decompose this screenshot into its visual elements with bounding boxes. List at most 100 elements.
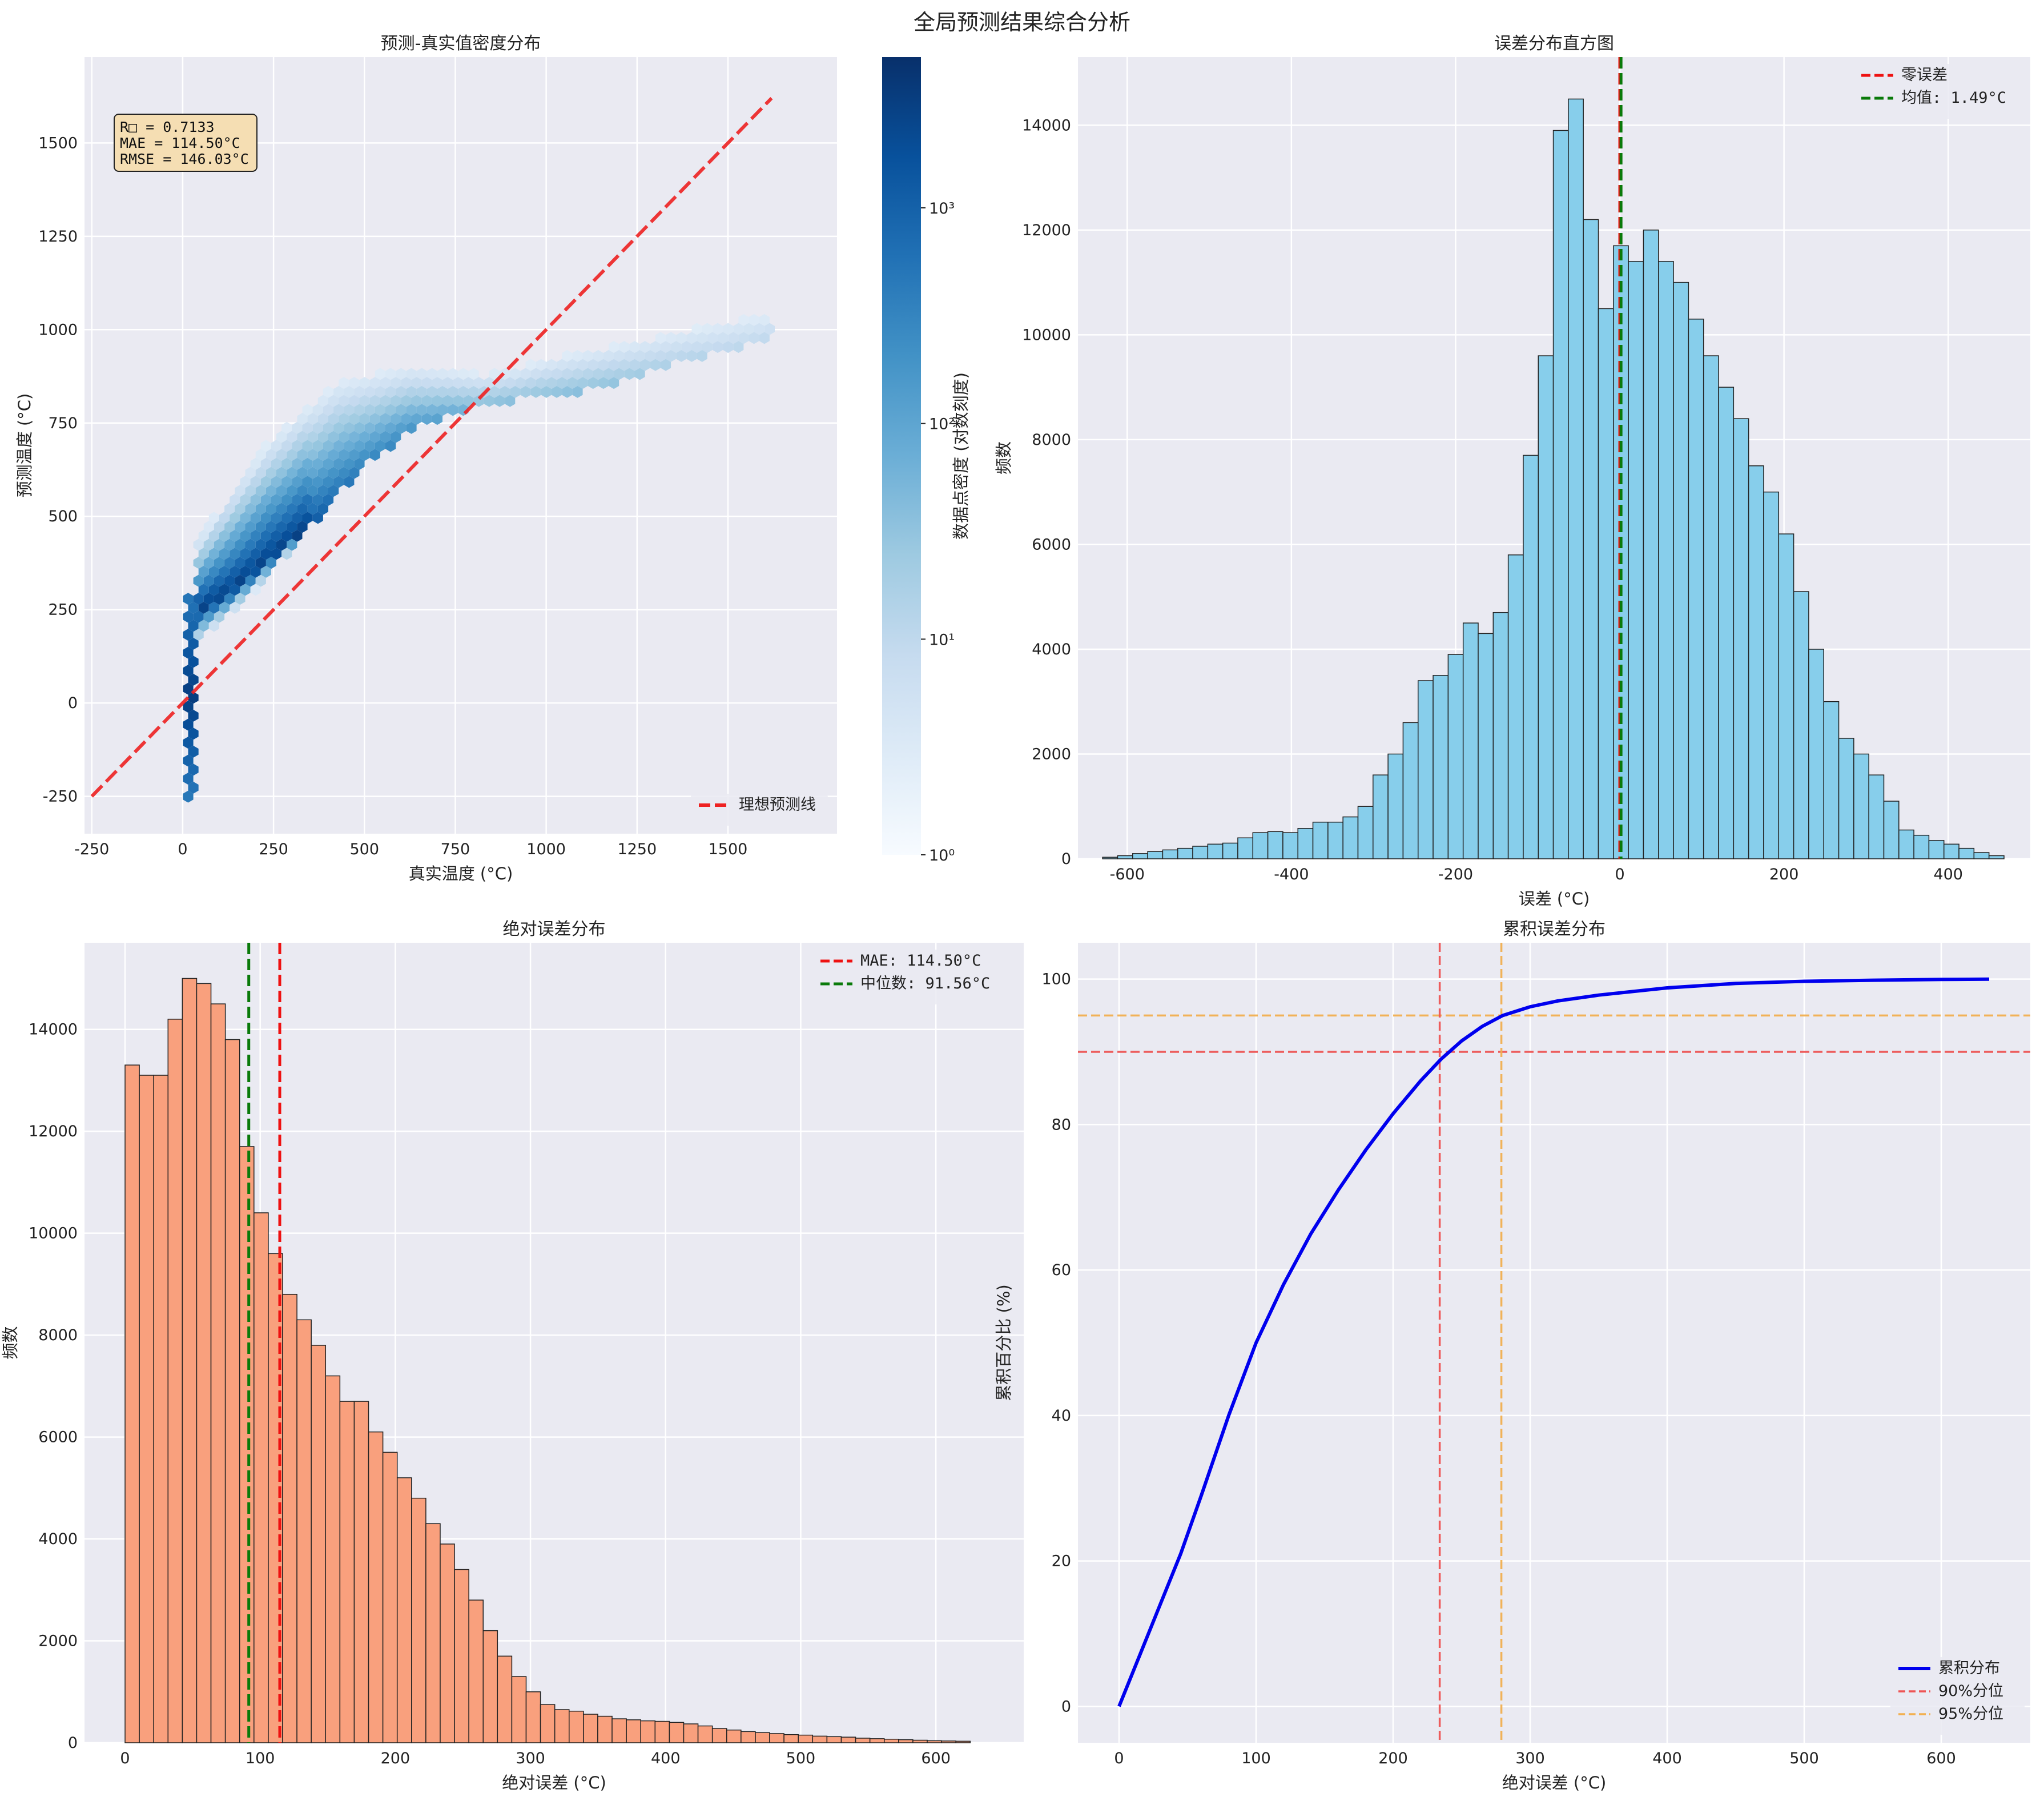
hexbin-cell bbox=[260, 512, 271, 524]
histogram-bar bbox=[1778, 533, 1794, 859]
x-tick-label: 500 bbox=[1789, 1750, 1819, 1767]
histogram-bar bbox=[454, 1569, 469, 1743]
y-tick-label: 0 bbox=[1061, 850, 1071, 868]
hexbin-cell bbox=[193, 557, 204, 569]
hexbin-cell bbox=[287, 467, 297, 479]
histogram-bar bbox=[1703, 355, 1719, 859]
hexbin-cell bbox=[235, 557, 246, 569]
legend-label: 中位数: 91.56°C bbox=[860, 975, 990, 992]
hexbin-cell bbox=[681, 341, 692, 353]
x-axis-label: 绝对误差 (°C) bbox=[1502, 1773, 1607, 1792]
histogram-bar bbox=[1297, 828, 1314, 859]
hexbin-cell bbox=[240, 584, 251, 596]
hexbin-cell bbox=[317, 485, 328, 497]
hexbin-cell bbox=[198, 565, 209, 578]
x-tick-label: 400 bbox=[1933, 866, 1963, 883]
x-tick-label: 600 bbox=[1926, 1750, 1956, 1767]
x-tick-label: 100 bbox=[1241, 1750, 1271, 1767]
histogram-bar bbox=[153, 1075, 169, 1743]
histogram-bar bbox=[1433, 675, 1449, 859]
stats-text: R□ = 0.7133 bbox=[120, 119, 215, 135]
histogram-bar bbox=[224, 1039, 240, 1743]
hexbin-cell bbox=[198, 620, 209, 632]
histogram-bar bbox=[1853, 753, 1869, 859]
hexbin-cell bbox=[759, 332, 770, 344]
hexbin-cell bbox=[292, 529, 303, 542]
hexbin-cell bbox=[260, 529, 271, 542]
histogram-bar bbox=[1628, 261, 1644, 859]
hexbin-cell bbox=[339, 377, 349, 389]
hexbin-cell bbox=[297, 431, 308, 443]
histogram-bar bbox=[1327, 822, 1343, 859]
hexbin-cell bbox=[639, 341, 650, 353]
x-axis-label: 绝对误差 (°C) bbox=[502, 1773, 606, 1792]
hexbin-cell bbox=[411, 413, 422, 425]
hexbin-cell bbox=[505, 395, 516, 407]
hexbin-cell bbox=[183, 682, 194, 695]
x-tick-label: -600 bbox=[1110, 866, 1145, 883]
hexbin-cell bbox=[276, 521, 287, 533]
hexbin-cell bbox=[375, 385, 385, 398]
hexbin-cell bbox=[552, 368, 562, 380]
histogram-bar bbox=[1492, 612, 1509, 859]
colorbar-tick-label: 10³ bbox=[929, 200, 955, 218]
x-tick-label: 0 bbox=[1114, 1750, 1124, 1767]
hexbin-cell bbox=[718, 332, 729, 344]
hexbin-cell bbox=[391, 431, 401, 443]
hexbin-cell bbox=[375, 440, 385, 452]
x-tick-label: 0 bbox=[178, 841, 187, 858]
hexbin-cell bbox=[188, 709, 199, 722]
histogram-bar bbox=[1267, 831, 1283, 859]
hexbin-cell bbox=[245, 467, 256, 479]
hexbin-cell bbox=[302, 421, 313, 434]
hexbin-cell bbox=[557, 359, 568, 371]
hexbin-cell bbox=[489, 385, 500, 398]
hexbin-cell bbox=[364, 440, 375, 452]
y-tick-label: 8000 bbox=[1032, 431, 1071, 449]
hexbin-cell bbox=[302, 457, 313, 470]
histogram-bar bbox=[1192, 846, 1209, 859]
hexbin-cell bbox=[369, 413, 380, 425]
hexbin-cell bbox=[448, 385, 458, 398]
hexbin-cell bbox=[339, 467, 349, 479]
hexbin-cell bbox=[214, 538, 225, 551]
hexbin-cell bbox=[323, 404, 334, 416]
hexbin-cell bbox=[271, 440, 282, 452]
hexbin-cell bbox=[183, 593, 194, 605]
x-tick-label: 400 bbox=[1652, 1750, 1682, 1767]
legend-label: MAE: 114.50°C bbox=[860, 952, 981, 970]
histogram-bar bbox=[1102, 857, 1118, 859]
hexbin-cell bbox=[255, 521, 266, 533]
hexbin-cell bbox=[406, 385, 417, 398]
hexbin-cell bbox=[364, 385, 375, 398]
hexbin-cell bbox=[354, 404, 365, 416]
hexbin-cell bbox=[650, 341, 661, 353]
hexbin-cell bbox=[333, 421, 344, 434]
hexbin-cell bbox=[396, 368, 407, 380]
hexbin-cell bbox=[468, 368, 479, 380]
hexbin-cell bbox=[572, 349, 583, 362]
hexbin-cell bbox=[224, 557, 235, 569]
histogram-bar bbox=[353, 1401, 369, 1743]
hexbin-cell bbox=[562, 349, 573, 362]
hexbin-cell bbox=[265, 449, 276, 461]
hexbin-cell bbox=[245, 521, 256, 533]
hexbin-cell bbox=[562, 385, 573, 398]
hexbin-cell bbox=[380, 431, 391, 443]
y-tick-label: 250 bbox=[48, 601, 78, 619]
hexbin-cell bbox=[323, 421, 334, 434]
panel-title: 预测-真实值密度分布 bbox=[381, 34, 541, 54]
hexbin-cell bbox=[307, 431, 318, 443]
hexbin-cell bbox=[224, 593, 235, 605]
hexbin-cell bbox=[250, 548, 261, 560]
hexbin-cell bbox=[276, 538, 287, 551]
histogram-bar bbox=[1943, 843, 1959, 859]
hexbin-cell bbox=[333, 404, 344, 416]
hexbin-cell bbox=[208, 512, 219, 524]
hexbin-cell bbox=[510, 368, 521, 380]
hexbin-cell bbox=[629, 359, 640, 371]
hexbin-cell bbox=[323, 493, 334, 506]
hexbin-cell bbox=[265, 502, 276, 515]
hexbin-cell bbox=[541, 385, 552, 398]
hexbin-cell bbox=[396, 404, 407, 416]
